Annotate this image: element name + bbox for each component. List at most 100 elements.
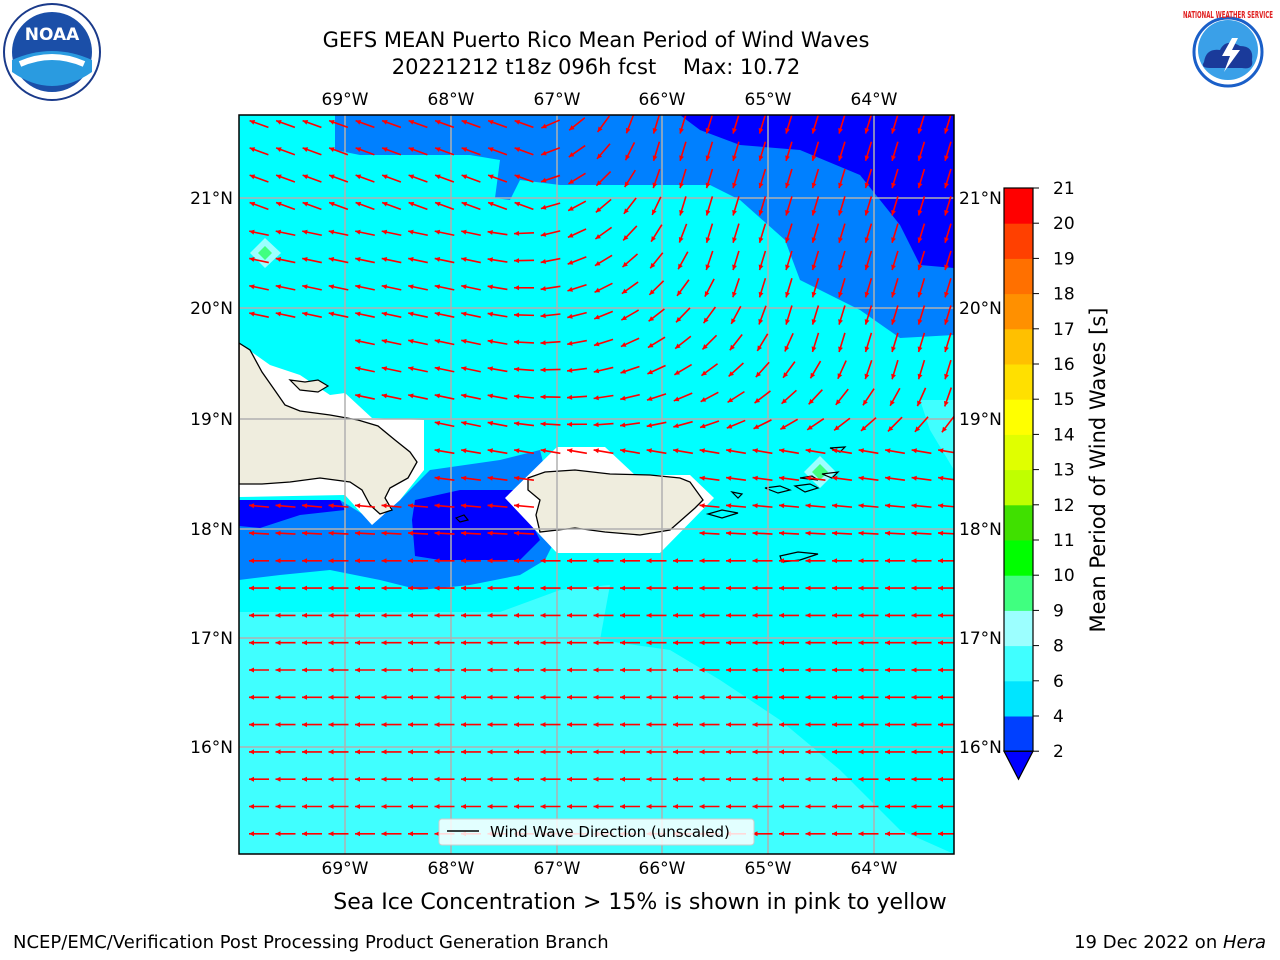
direction-arrowhead — [646, 804, 652, 809]
direction-arrowhead — [864, 128, 870, 134]
wave-period-field-deep-blue-north — [680, 115, 954, 268]
direction-arrowhead — [435, 201, 441, 207]
direction-arrowhead — [779, 530, 785, 536]
direction-arrowhead — [785, 264, 790, 271]
direction-arrowhead — [328, 694, 334, 700]
colorbar-segment — [1004, 258, 1033, 295]
legend-label: Wind Wave Direction (unscaled) — [490, 823, 730, 841]
direction-arrowhead — [249, 640, 254, 646]
direction-arrowhead — [355, 174, 362, 180]
nws-logo-text: NATIONAL WEATHER SERVICE — [1183, 10, 1273, 21]
colorbar-segment — [1004, 645, 1033, 682]
footer-date-text: 19 Dec 2022 on — [1074, 932, 1223, 953]
direction-arrowhead — [646, 422, 653, 428]
direction-arrowhead — [779, 612, 784, 618]
direction-arrowhead — [646, 448, 652, 454]
direction-arrowhead — [328, 749, 334, 755]
direction-arrowhead — [381, 530, 387, 536]
direction-arrowhead — [593, 558, 599, 564]
direction-arrowhead — [249, 530, 255, 536]
colorbar-extend-arrow — [1003, 750, 1034, 781]
direction-arrowhead — [302, 119, 309, 125]
direction-arrowhead — [699, 530, 705, 536]
direction-arrowhead — [540, 804, 546, 809]
direction-arrowhead — [677, 290, 683, 296]
direction-arrowhead — [917, 373, 923, 380]
direction-arrowhead — [673, 612, 678, 618]
direction-arrowhead — [593, 667, 599, 673]
direction-arrowhead — [805, 558, 811, 564]
direction-arrowhead — [408, 722, 413, 728]
direction-arrowhead — [567, 421, 573, 427]
direction-arrowhead — [408, 804, 413, 809]
direction-arrowhead — [328, 558, 334, 564]
direction-arrowhead — [864, 237, 870, 243]
colorbar-tick-label: 6 — [1053, 672, 1064, 692]
colorbar-tick-label: 20 — [1053, 214, 1075, 234]
direction-arrowhead — [838, 346, 843, 352]
direction-arrowhead — [858, 749, 864, 755]
direction-arrowhead — [567, 804, 572, 809]
direction-arrowhead — [779, 558, 784, 564]
direction-arrowhead — [938, 776, 943, 782]
direction-arrowhead — [885, 749, 890, 755]
direction-arrowhead — [487, 804, 493, 809]
direction-arrowhead — [408, 338, 414, 344]
direction-arrowhead — [567, 340, 573, 346]
direction-arrowhead — [805, 776, 811, 782]
direction-arrowhead — [302, 776, 307, 782]
direction-arrowhead — [569, 125, 575, 131]
direction-arrowhead — [620, 448, 626, 454]
direction-arrowhead — [726, 640, 731, 646]
direction-arrowhead — [758, 209, 764, 216]
direction-arrowhead — [917, 346, 923, 352]
direction-arrowhead — [461, 366, 467, 372]
direction-arrowhead — [461, 722, 466, 728]
direction-arrowhead — [700, 423, 706, 429]
direction-arrowhead — [752, 831, 758, 837]
colorbar-tick-label: 13 — [1053, 461, 1075, 481]
colorbar-tick-label: 14 — [1053, 425, 1075, 445]
direction-arrowhead — [783, 372, 789, 378]
direction-arrowhead — [885, 530, 891, 536]
land-tortuga — [288, 379, 330, 393]
direction-arrowhead — [647, 369, 654, 375]
direction-arrowhead — [488, 119, 494, 125]
direction-arrowhead — [434, 640, 440, 646]
direction-arrowhead — [488, 201, 494, 207]
direction-arrowhead — [779, 475, 785, 481]
direction-arrowhead — [620, 585, 625, 591]
direction-arrowhead — [805, 831, 811, 837]
colorbar-tick-label: 9 — [1053, 601, 1064, 621]
direction-arrowhead — [434, 284, 441, 290]
direction-arrowhead — [568, 152, 575, 158]
direction-arrowhead — [408, 640, 413, 646]
direction-arrowhead — [487, 339, 494, 345]
direction-arrowhead — [302, 831, 307, 837]
direction-arrowhead — [779, 749, 784, 755]
direction-arrowhead — [944, 291, 949, 298]
colorbar-tick-label: 2 — [1053, 742, 1064, 762]
direction-arrowhead — [461, 612, 466, 618]
direction-arrowhead — [381, 257, 388, 262]
direction-arrowhead — [355, 640, 360, 646]
direction-arrowhead — [885, 804, 890, 809]
direction-arrowhead — [752, 694, 758, 700]
direction-arrowhead — [514, 230, 520, 236]
direction-arrowhead — [275, 612, 281, 618]
direction-arrowhead — [805, 475, 811, 481]
direction-arrowhead — [885, 831, 890, 837]
direction-arrowhead — [911, 749, 917, 755]
direction-arrowhead — [705, 237, 711, 243]
direction-arrowhead — [487, 366, 494, 372]
right-lat-label: 16°N — [959, 738, 1002, 758]
direction-arrowhead — [675, 343, 681, 349]
direction-arrowhead — [646, 722, 652, 728]
direction-arrowhead — [593, 804, 599, 809]
direction-arrowhead — [673, 694, 678, 700]
direction-arrowhead — [917, 182, 923, 189]
direction-arrowhead — [541, 177, 547, 183]
colorbar-segment — [1004, 364, 1033, 400]
top-lon-label: 66°W — [639, 90, 686, 110]
